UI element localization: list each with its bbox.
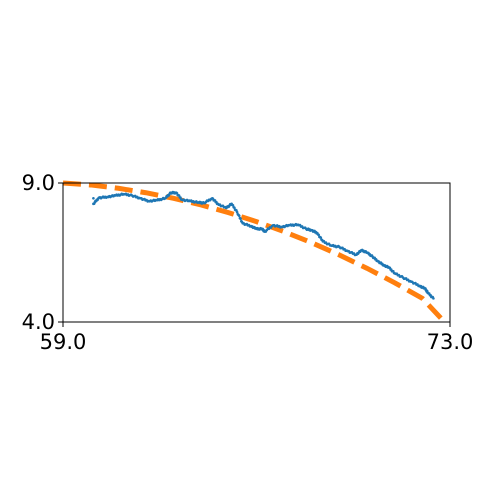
scatter-point <box>235 210 239 214</box>
scatter-point <box>231 203 235 207</box>
fit-line <box>62 180 447 324</box>
scatter-point <box>92 196 95 200</box>
scatter-point <box>432 297 435 300</box>
scatter-point <box>239 217 242 221</box>
y-tick-label: 4.0 <box>22 310 55 334</box>
fit-line-layer <box>62 180 447 324</box>
y-axis-ticks: 4.0 9.0 <box>22 171 63 334</box>
y-tick-label: 9.0 <box>22 171 55 195</box>
x-axis-ticks: 59.0 73.0 <box>40 322 474 354</box>
scatter-layer <box>92 190 435 300</box>
plot-frame <box>62 182 451 323</box>
scatter-point <box>237 214 241 217</box>
x-tick-label: 73.0 <box>427 330 474 354</box>
scatter-point <box>317 233 320 237</box>
scatter-point <box>233 206 236 209</box>
x-tick-label: 59.0 <box>40 330 87 354</box>
plot-background <box>63 183 450 322</box>
scatter-point <box>319 236 323 239</box>
